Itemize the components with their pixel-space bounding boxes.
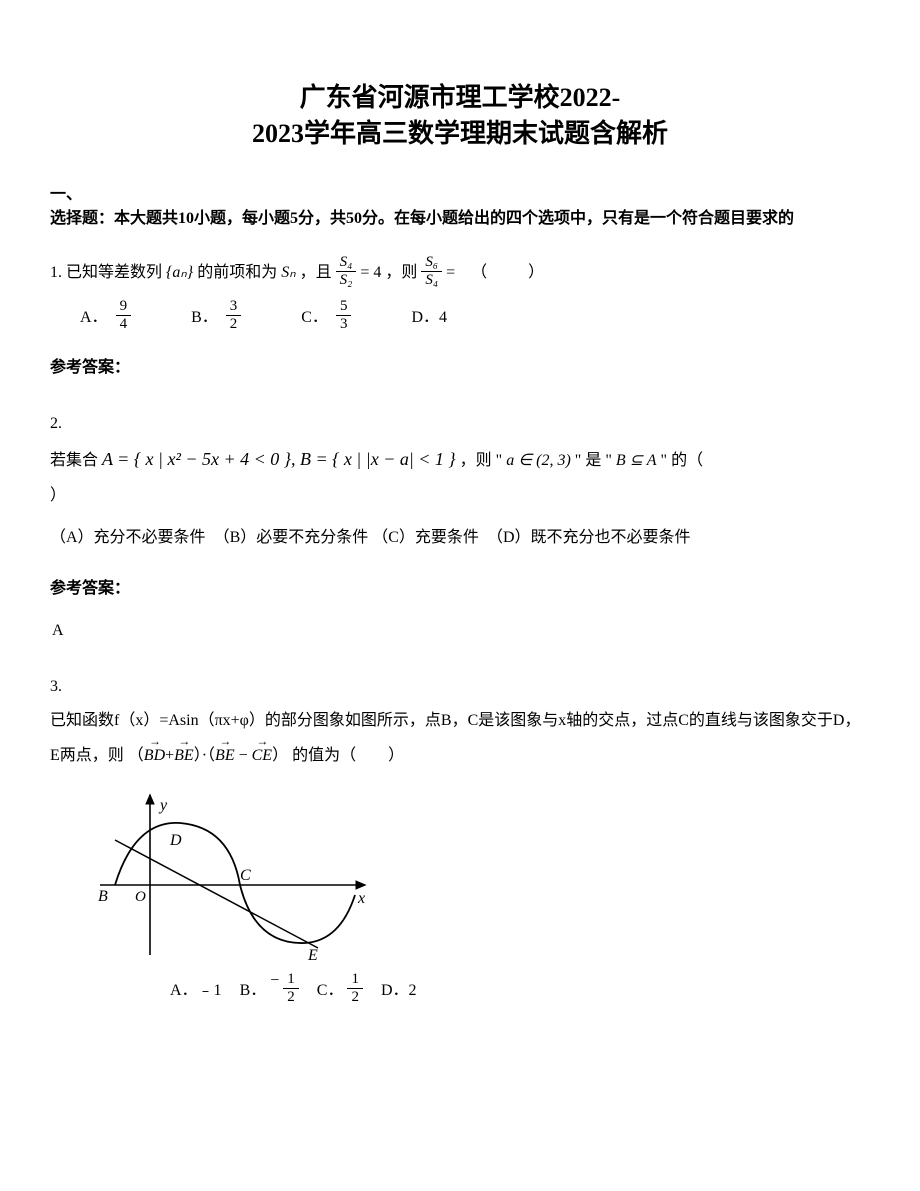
q1-prefix: 1. 已知等差数列: [50, 264, 162, 281]
q1-opt-c-num: 5: [336, 298, 352, 316]
q1-frac-left-num: S₄: [336, 254, 357, 272]
q3-opt-b-den: 2: [283, 989, 299, 1006]
q2-opt-d: （D）既不充分也不必要条件: [487, 529, 691, 546]
q1-options: A． 9 4 B． 3 2 C． 5 3 D．4: [50, 300, 870, 334]
question-2: 2. 若集合 A = { x | x² − 5x + 4 < 0 }, B = …: [50, 408, 870, 647]
q2-number: 2.: [50, 408, 870, 440]
q2-options: （A）充分不必要条件 （B）必要不充分条件 （C）充要条件 （D）既不充分也不必…: [50, 520, 870, 555]
q1-frac-left-den: S₂: [336, 272, 357, 289]
q1-opt-b-label: B．: [191, 302, 218, 334]
graph-label-x: x: [357, 890, 365, 907]
q1-opt-c-label: C．: [301, 302, 328, 334]
q2-rel: B ⊆ A: [616, 452, 657, 469]
q3-vec-mid: ）·（: [194, 747, 215, 764]
document-title: 广东省河源市理工学校2022- 2023学年高三数学理期末试题含解析: [50, 80, 870, 153]
q3-opt-c-frac: 1 2: [347, 971, 363, 1005]
q2-sets: A = { x | x² − 5x + 4 < 0 }, B = { x | |…: [102, 449, 456, 469]
q1-opt-a-num: 9: [116, 298, 132, 316]
q2-opt-a: （A）充分不必要条件: [50, 529, 206, 546]
title-line-2: 2023学年高三数学理期末试题含解析: [50, 116, 870, 152]
q1-frac-right: S₆ S₄: [421, 254, 442, 288]
q3-graph: y x O B C D E: [80, 785, 380, 965]
q3-opt-b-sign: −: [270, 965, 279, 997]
graph-label-o: O: [135, 889, 146, 905]
q1-opt-a-frac: 9 4: [116, 298, 132, 332]
title-line-1: 广东省河源市理工学校2022-: [50, 80, 870, 116]
q3-opt-c-label: C．: [317, 975, 344, 1007]
q1-opt-a-den: 4: [116, 316, 132, 333]
q1-frac-right-num: S₆: [421, 254, 442, 272]
question-3: 3. 已知函数f（x）=Asin（πx+φ）的部分图象如图所示，点B，C是该图象…: [50, 671, 870, 1007]
q2-close-paren: ）: [50, 480, 870, 512]
q1-opt-d-label: D．4: [411, 302, 447, 334]
q1-opt-b-den: 2: [226, 316, 242, 333]
q3-vec-open: （: [128, 747, 144, 764]
q2-mid3: " 的（: [661, 452, 704, 469]
q3-vec-bd: BD: [144, 738, 165, 773]
graph-label-d: D: [169, 832, 182, 849]
q3-opt-d: D．2: [381, 975, 417, 1007]
q1-option-a: A． 9 4: [80, 300, 131, 334]
graph-label-b: B: [98, 888, 108, 905]
q3-vec-be2: BE: [215, 738, 235, 773]
q3-plus: +: [165, 747, 174, 764]
section-1-heading: 一、 选择题：本大题共10小题，每小题5分，共50分。在每小题给出的四个选项中，…: [50, 183, 870, 231]
q2-opt-b: （B）必要不充分条件: [214, 529, 369, 546]
q1-frac-left: S₄ S₂: [336, 254, 357, 288]
q2-prefix: 若集合: [50, 452, 98, 469]
q3-opt-b-frac: 1 2: [283, 971, 299, 1005]
q2-cond: a ∈ (2, 3): [506, 452, 571, 469]
section-instructions: 选择题：本大题共10小题，每小题5分，共50分。在每小题给出的四个选项中，只有是…: [50, 207, 870, 231]
q3-opt-b-label: B．: [240, 975, 267, 1007]
graph-label-e: E: [307, 947, 318, 964]
q2-mid2: " 是 ": [575, 452, 612, 469]
section-marker: 一、: [50, 183, 870, 207]
q3-stem: 已知函数f（x）=Asin（πx+φ）的部分图象如图所示，点B，C是该图象与x轴…: [50, 703, 870, 773]
q3-vec-close: ）: [272, 747, 288, 764]
q1-answer-label: 参考答案：: [50, 352, 870, 384]
q1-mid2: ，且: [300, 264, 332, 281]
graph-label-y: y: [158, 797, 168, 814]
q1-option-d: D．4: [411, 302, 447, 334]
q3-vec-ce: CE: [252, 738, 272, 773]
question-1: 1. 已知等差数列 {aₙ} 的前项和为 Sₙ ，且 S₄ S₂ = 4 ，则 …: [50, 255, 870, 384]
q1-sn: Sₙ: [281, 264, 295, 281]
q2-answer-label: 参考答案：: [50, 573, 870, 605]
q2-stem: 若集合 A = { x | x² − 5x + 4 < 0 }, B = { x…: [50, 440, 870, 480]
q3-options: A．﹣1 B． − 1 2 C． 1 2 D．2: [50, 973, 870, 1007]
q1-eqtail: =: [446, 264, 455, 281]
q1-opt-a-label: A．: [80, 302, 108, 334]
q3-number: 3.: [50, 671, 870, 703]
q3-opt-a: A．﹣1: [170, 975, 222, 1007]
q3-opt-b-num: 1: [283, 971, 299, 989]
q1-opt-c-frac: 5 3: [336, 298, 352, 332]
q1-option-b: B． 3 2: [191, 300, 241, 334]
q1-stem: 1. 已知等差数列 {aₙ} 的前项和为 Sₙ ，且 S₄ S₂ = 4 ，则 …: [50, 255, 870, 290]
q3-opt-c-den: 2: [347, 989, 363, 1006]
q1-option-c: C． 5 3: [301, 300, 351, 334]
q1-mid1: 的前项和为: [197, 264, 277, 281]
q3-vec-be: BE: [174, 738, 194, 773]
q3-minus: −: [235, 747, 252, 764]
q3-opt-b: B． − 1 2: [240, 973, 299, 1007]
q1-blank: （ ）: [471, 264, 547, 281]
q1-opt-b-num: 3: [226, 298, 242, 316]
q1-sequence: {aₙ}: [166, 264, 193, 281]
q3-opt-c-num: 1: [347, 971, 363, 989]
graph-label-c: C: [240, 867, 251, 884]
q3-text2: 的值为（ ）: [292, 747, 404, 764]
q3-opt-c: C． 1 2: [317, 973, 363, 1007]
q1-frac-right-den: S₄: [421, 272, 442, 289]
q2-answer-value: A: [52, 615, 870, 647]
q1-opt-c-den: 3: [336, 316, 352, 333]
q2-opt-c: （C）充要条件: [372, 529, 479, 546]
q1-mid3: ，则: [385, 264, 417, 281]
q1-opt-b-frac: 3 2: [226, 298, 242, 332]
q1-eqval: = 4: [360, 264, 381, 281]
q2-mid1: ，则 ": [460, 452, 503, 469]
